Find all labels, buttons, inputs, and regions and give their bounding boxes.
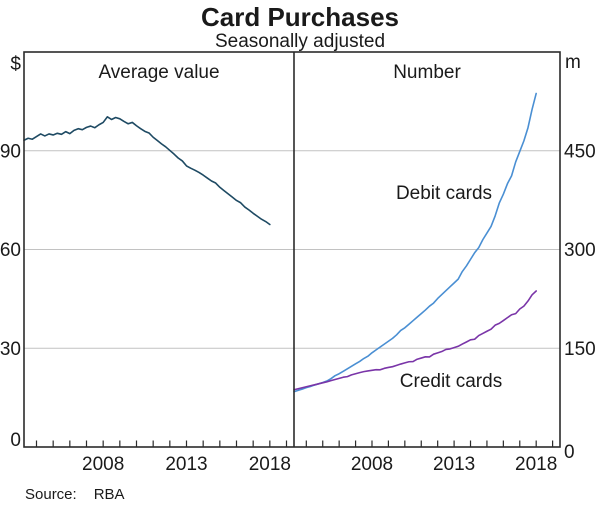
y-axis-label-right: 450 <box>564 141 596 162</box>
axis-tick-labels: 2008 2013 2018 2008 2013 2018 0 30 60 90 0 150 300 45… <box>0 141 596 475</box>
series-lines <box>23 92 537 393</box>
source-label: Source: <box>25 486 77 503</box>
x-axis-label: 2013 <box>165 454 207 475</box>
chart-title: Card Purchases <box>201 2 399 32</box>
credit-cards-series-label: Credit cards <box>400 371 502 392</box>
y-axis-label-left: 0 <box>10 430 21 451</box>
x-axis-label: 2008 <box>351 454 393 475</box>
gridlines <box>24 150 560 349</box>
left-panel-title: Average value <box>98 62 219 83</box>
y-axis-label-left: 30 <box>0 339 21 360</box>
y-axis-label-left: 90 <box>0 141 21 162</box>
series-line-average_value <box>23 116 271 226</box>
x-axis-label: 2008 <box>82 454 124 475</box>
right-axis-unit-label: m <box>565 52 581 73</box>
y-axis-label-right: 0 <box>564 442 575 463</box>
series-line-debit <box>293 92 537 393</box>
chart-subtitle: Seasonally adjusted <box>214 31 386 52</box>
right-panel-title: Number <box>393 62 461 83</box>
source-value: RBA <box>93 486 125 503</box>
plot-border <box>23 51 561 448</box>
x-axis-label: 2018 <box>249 454 291 475</box>
y-axis-label-right: 300 <box>564 240 596 261</box>
left-axis-unit-label: $ <box>10 54 21 75</box>
series-line-credit <box>293 290 537 391</box>
x-axis-label: 2018 <box>515 454 557 475</box>
x-axis-label: 2013 <box>433 454 475 475</box>
plot-frame <box>23 51 561 448</box>
y-axis-label-left: 60 <box>0 240 21 261</box>
y-axis-label-right: 150 <box>564 339 596 360</box>
source-note: Source: RBA <box>25 486 125 503</box>
debit-cards-series-label: Debit cards <box>396 183 492 204</box>
x-axis-ticks <box>35 440 554 447</box>
